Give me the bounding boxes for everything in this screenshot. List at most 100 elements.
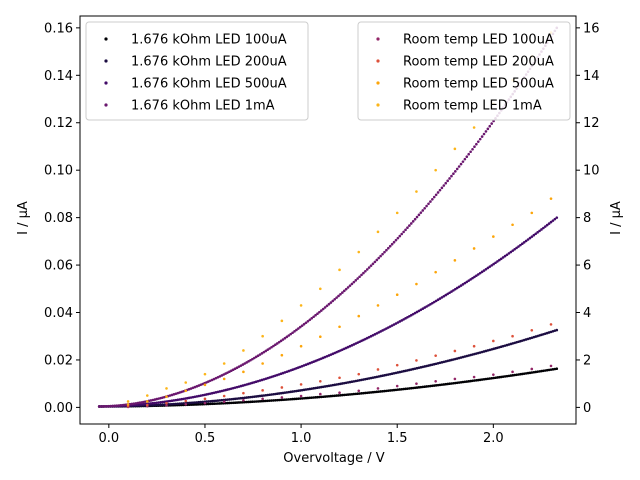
point [247, 360, 250, 363]
point [180, 402, 183, 405]
point [214, 402, 218, 405]
point [484, 267, 488, 271]
point [279, 339, 283, 343]
point [503, 254, 507, 258]
legend-marker [376, 103, 380, 107]
y-left-tick-label: 0.08 [44, 211, 73, 226]
point [358, 275, 361, 279]
point [272, 399, 275, 402]
point [222, 400, 226, 404]
point [528, 236, 532, 240]
point [409, 313, 413, 317]
point [365, 268, 369, 271]
point [189, 403, 193, 406]
point [454, 170, 457, 173]
point [390, 324, 394, 327]
point [381, 252, 384, 256]
point [484, 377, 488, 381]
point [126, 400, 130, 403]
legend-label: Room temp LED 500uA [403, 77, 554, 92]
point [242, 349, 245, 352]
point [285, 398, 289, 401]
x-axis-label: Overvoltage / V [283, 451, 384, 466]
point [298, 397, 302, 400]
point [235, 366, 239, 370]
point [526, 238, 530, 241]
point [417, 386, 421, 389]
point [233, 367, 237, 371]
point [117, 404, 120, 407]
point [431, 198, 434, 201]
point [184, 381, 188, 384]
point [306, 396, 310, 400]
point [486, 127, 490, 131]
point [277, 398, 281, 402]
point [195, 403, 199, 406]
point [354, 392, 358, 396]
point [226, 398, 229, 401]
point [280, 386, 284, 389]
point [300, 397, 304, 400]
point [482, 269, 486, 272]
point [342, 381, 346, 385]
point [243, 400, 247, 404]
point [461, 380, 465, 384]
point [376, 368, 380, 371]
point [492, 262, 495, 266]
y-right-tick-label: 2 [583, 353, 591, 368]
point [247, 400, 250, 404]
point [300, 388, 304, 392]
point [542, 369, 545, 373]
point [285, 335, 289, 339]
y-left-tick-label: 0.00 [44, 401, 73, 416]
point [178, 398, 181, 401]
point [318, 310, 321, 314]
point [337, 394, 340, 397]
point [304, 321, 308, 325]
y-right-tick-label: 16 [583, 21, 600, 36]
point [427, 304, 430, 307]
point [501, 375, 505, 378]
point [99, 405, 103, 408]
point [299, 383, 303, 386]
point [159, 403, 162, 407]
point [463, 281, 467, 285]
point [488, 265, 492, 268]
point [157, 403, 160, 407]
point [140, 403, 143, 406]
point [319, 380, 322, 383]
point [208, 402, 212, 406]
point [480, 135, 484, 138]
point [308, 396, 312, 400]
point [249, 358, 252, 362]
point [252, 400, 256, 403]
point [534, 232, 538, 236]
point [275, 392, 279, 396]
point [517, 373, 520, 376]
point [321, 395, 325, 399]
point [490, 122, 493, 125]
point [471, 147, 474, 151]
point [429, 302, 432, 306]
point [411, 386, 415, 390]
point [522, 241, 526, 244]
point [285, 391, 289, 394]
point [352, 392, 356, 396]
point [218, 399, 222, 402]
point [266, 393, 269, 397]
point [261, 389, 264, 392]
point [394, 238, 398, 242]
point [461, 283, 465, 286]
point [201, 400, 204, 404]
point [387, 246, 390, 250]
point [532, 233, 536, 237]
point [396, 321, 400, 324]
point [383, 389, 386, 393]
point [270, 393, 273, 396]
point [283, 336, 287, 340]
point [283, 398, 287, 401]
point [266, 348, 269, 352]
point [475, 142, 478, 146]
point [266, 399, 269, 403]
point [291, 390, 294, 393]
